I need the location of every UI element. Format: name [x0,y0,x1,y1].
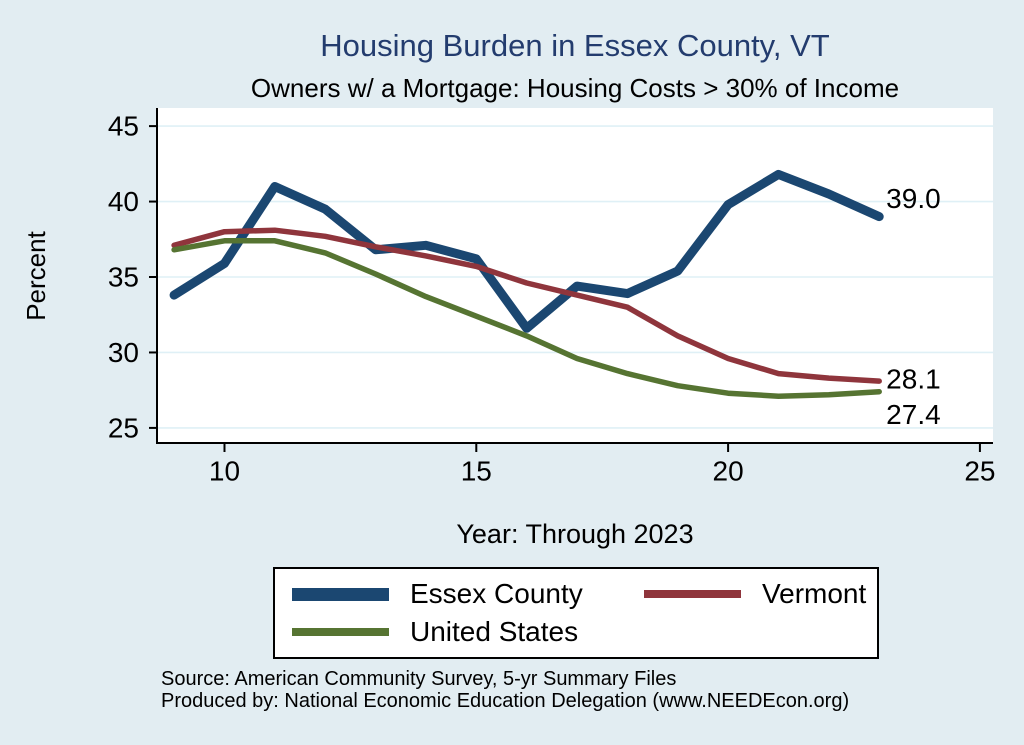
legend-label-essex-county: Essex County [410,578,583,609]
x-tick-label-20: 20 [713,456,744,487]
legend: Essex County Vermont United States [273,567,879,659]
series-end-label-essex-county: 39.0 [886,183,941,214]
y-tick-label-30: 30 [108,337,139,368]
legend-item-essex-county: Essex County [292,578,644,610]
series-end-label-united-states: 27.4 [886,399,941,430]
legend-swatch-united-states [292,628,389,636]
y-tick-label-35: 35 [108,262,139,293]
produced-by-line: Produced by: National Economic Education… [161,690,850,712]
legend-swatch-vermont [644,590,741,598]
legend-item-vermont: Vermont [644,578,877,610]
y-tick-label-45: 45 [108,111,139,142]
chart-subtitle: Owners w/ a Mortgage: Housing Costs > 30… [250,73,900,103]
legend-label-vermont: Vermont [762,578,867,609]
x-axis-label: Year: Through 2023 [456,519,694,549]
series-end-label-vermont: 28.1 [886,364,941,395]
chart-title: Housing Burden in Essex County, VT [320,28,830,63]
x-tick-label-15: 15 [461,456,492,487]
source-note: Source: American Community Survey, 5-yr … [161,668,849,712]
series-line-vermont [171,227,882,384]
y-tick-label-40: 40 [108,186,139,217]
legend-item-united-states: United States [292,616,644,648]
legend-label-united-states: United States [410,616,579,647]
y-tick-label-25: 25 [108,412,139,443]
legend-swatch-essex-county [292,587,389,601]
series-line-essex-county [169,169,884,333]
x-tick-label-10: 10 [209,456,240,487]
x-tick-label-25: 25 [964,456,995,487]
source-line: Source: American Community Survey, 5-yr … [161,668,677,690]
y-axis-label: Percent [21,230,51,320]
plot-background [157,108,993,443]
series-line-united-states [171,238,882,399]
